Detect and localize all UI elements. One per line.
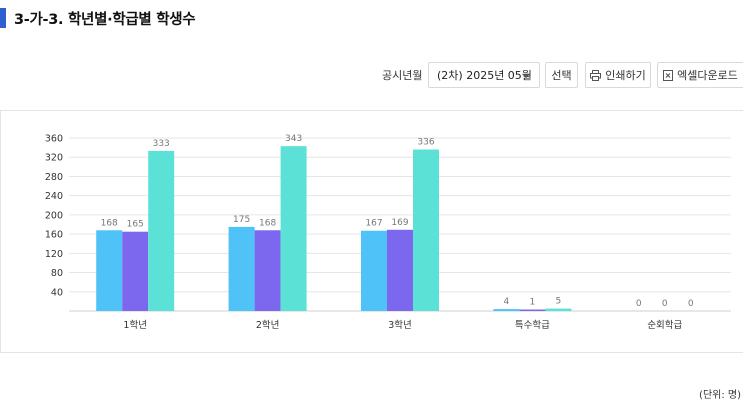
y-tick-label: 40 (51, 287, 63, 298)
data-label: 5 (556, 297, 562, 307)
printer-icon (590, 69, 602, 81)
data-label: 168 (101, 218, 118, 228)
bar (148, 150, 175, 311)
data-label: 165 (127, 220, 144, 230)
excel-download-button[interactable]: 엑셀다운로드 (657, 62, 743, 88)
page-title-text: 3-가-3. 학년별·학급별 학생수 (14, 11, 196, 28)
y-tick-label: 360 (45, 134, 63, 145)
y-tick-label: 320 (45, 153, 63, 164)
data-label: 175 (233, 215, 250, 225)
data-label: 4 (504, 297, 510, 307)
bar (280, 146, 307, 311)
title-accent-mark (0, 8, 6, 28)
bar (96, 230, 123, 311)
chart-container: 40 80 120 160 200 240 280 320 360 168 165 333 1학년 175… (0, 110, 743, 353)
data-label: 0 (688, 299, 694, 309)
excel-button-label: 엑셀다운로드 (677, 69, 738, 82)
bar (122, 231, 149, 311)
x-category-label: 1학년 (123, 320, 147, 331)
y-tick-label: 200 (45, 210, 63, 221)
toolbar: 공시년월 (2차) 2025년 05월 선택 인쇄하기 엑셀다운로드 (0, 62, 743, 88)
data-label: 343 (285, 134, 302, 144)
bar (413, 149, 439, 311)
x-category-label: 2학년 (256, 320, 280, 331)
chevron-down-icon (522, 74, 530, 78)
select-button-label: 선택 (551, 69, 572, 82)
period-label: 공시년월 (382, 69, 423, 82)
y-tick-label: 80 (51, 268, 63, 279)
data-label: 333 (153, 139, 170, 149)
x-category-label: 순회학급 (647, 320, 682, 331)
y-tick-label: 240 (45, 191, 63, 202)
page-title: 3-가-3. 학년별·학급별 학생수 (0, 6, 196, 30)
bar (361, 230, 387, 311)
data-label: 0 (662, 299, 668, 309)
x-category-label: 특수학급 (515, 320, 550, 331)
bar (493, 309, 520, 311)
unit-note: (단위: 명) (699, 390, 741, 401)
data-label: 167 (365, 219, 382, 229)
x-category-label: 3학년 (388, 320, 412, 331)
data-label: 168 (259, 218, 276, 228)
y-tick-label: 160 (45, 230, 63, 241)
data-label: 1 (530, 298, 536, 308)
bar (228, 226, 255, 311)
bar (387, 229, 413, 311)
bar (519, 309, 546, 311)
select-button[interactable]: 선택 (545, 62, 578, 88)
print-button-label: 인쇄하기 (605, 69, 646, 82)
data-label: 0 (636, 299, 642, 309)
excel-file-icon (663, 69, 674, 81)
bar (545, 308, 572, 311)
y-tick-label: 120 (45, 249, 63, 260)
bar (254, 230, 281, 311)
period-select-value: (2차) 2025년 05월 (437, 69, 532, 82)
print-button[interactable]: 인쇄하기 (585, 62, 651, 88)
period-select[interactable]: (2차) 2025년 05월 (428, 62, 540, 88)
data-label: 169 (391, 218, 408, 228)
y-tick-label: 280 (45, 172, 63, 183)
data-label: 336 (417, 138, 434, 148)
